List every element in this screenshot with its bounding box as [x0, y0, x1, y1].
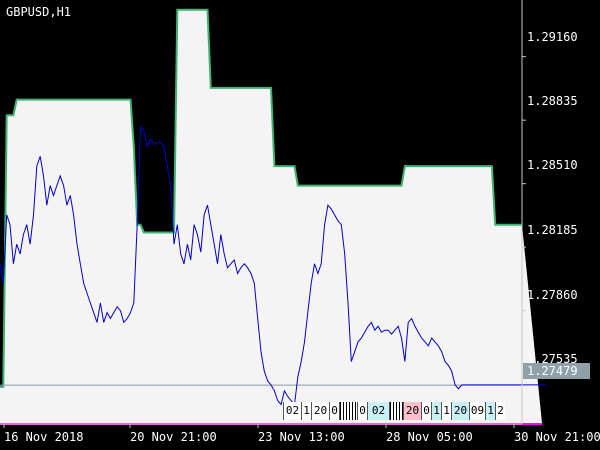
signal-cell — [389, 402, 403, 420]
price-tick-label: 1.29160 — [527, 30, 578, 44]
time-tick-label: 23 Nov 13:00 — [258, 430, 345, 444]
signal-cell — [339, 402, 357, 420]
price-tick-label: 1.27860 — [527, 288, 578, 302]
signal-cell: 1 — [431, 402, 441, 420]
signal-strip: 02 1 20 0 0 02 20 0 1 1 20 09 1 2 — [283, 402, 505, 420]
price-tick-label: 1.28185 — [527, 223, 578, 237]
signal-cell: 20 — [403, 402, 421, 420]
signal-cell: 0 — [329, 402, 339, 420]
price-tick-label: 1.28510 — [527, 158, 578, 172]
time-tick-label: 28 Nov 05:00 — [386, 430, 473, 444]
signal-cell: 1 — [485, 402, 495, 420]
price-tick-label: 1.28835 — [527, 94, 578, 108]
signal-cell: 1 — [301, 402, 311, 420]
time-tick-label: 20 Nov 21:00 — [130, 430, 217, 444]
signal-cell: 0 — [421, 402, 431, 420]
signal-cell: 20 — [451, 402, 469, 420]
price-tick-label: 1.27535 — [527, 352, 578, 366]
time-tick-label: 30 Nov 21:00 — [514, 430, 600, 444]
current-price-tag: 1.27479 — [523, 363, 590, 379]
signal-cell: 02 — [367, 402, 389, 420]
price-line — [0, 125, 546, 406]
time-tick-label: 16 Nov 2018 — [4, 430, 84, 444]
signal-cell: 0 — [357, 402, 367, 420]
signal-cell: 1 — [441, 402, 451, 420]
band-fill — [0, 9, 543, 425]
signal-cell: 2 — [495, 402, 505, 420]
symbol-label: GBPUSD,H1 — [6, 5, 72, 19]
signal-cell: 20 — [311, 402, 329, 420]
upper-band-line — [0, 8, 522, 388]
signal-cell: 02 — [283, 402, 301, 420]
signal-cell: 09 — [469, 402, 485, 420]
